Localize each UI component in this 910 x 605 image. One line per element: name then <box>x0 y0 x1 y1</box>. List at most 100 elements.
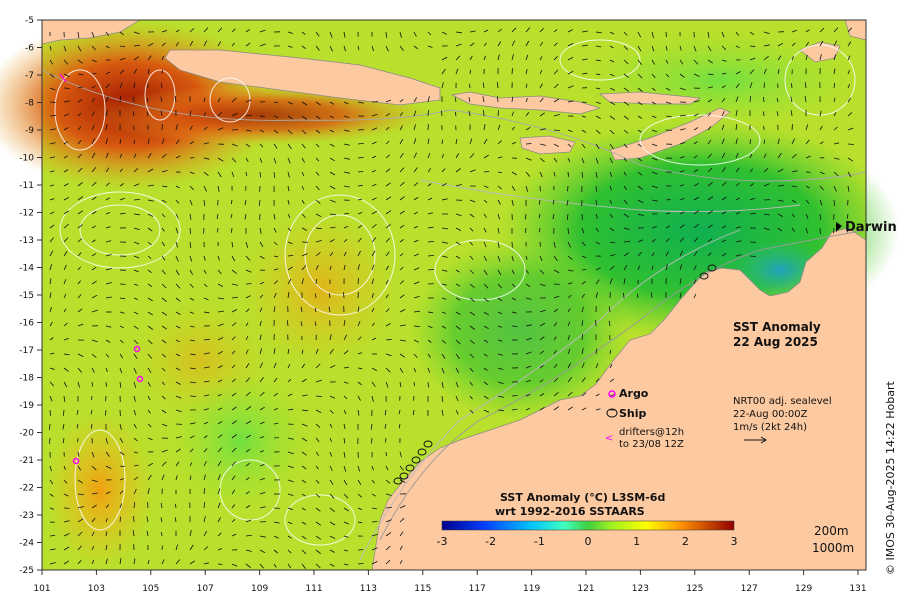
current-vector <box>217 393 222 397</box>
colorbar-tick-label: -3 <box>437 535 448 548</box>
current-vector <box>174 96 177 103</box>
current-vector <box>469 30 476 33</box>
current-vector <box>77 294 82 299</box>
current-vector <box>63 338 69 341</box>
current-vector <box>343 521 349 525</box>
lat-tick-label: -15 <box>19 291 34 301</box>
current-vector <box>482 82 485 89</box>
current-vector <box>63 520 70 523</box>
green-anomaly-west <box>170 370 310 510</box>
current-vector <box>399 381 402 388</box>
current-vector <box>105 296 112 299</box>
current-vector <box>427 339 432 343</box>
colorbar-tick-label: -2 <box>485 535 496 548</box>
isobath-contours <box>41 69 867 561</box>
current-vector <box>790 110 793 117</box>
current-vector <box>819 199 823 206</box>
current-vector <box>49 224 55 229</box>
current-vector <box>91 167 97 173</box>
current-vector <box>525 269 530 274</box>
current-vector <box>651 199 658 202</box>
current-vector <box>777 153 782 159</box>
current-vector <box>679 87 686 91</box>
current-vector <box>287 408 294 411</box>
current-vector <box>749 183 755 187</box>
current-vector <box>273 280 278 285</box>
current-vector <box>63 279 67 285</box>
current-vector <box>287 349 290 355</box>
current-vector <box>581 407 587 411</box>
current-vector <box>385 154 390 159</box>
current-vector <box>595 101 601 104</box>
current-vector <box>637 73 643 79</box>
current-vector <box>357 198 363 201</box>
lon-tick-label: 101 <box>33 584 50 594</box>
current-vector <box>259 143 264 148</box>
current-vector <box>385 168 391 173</box>
current-vector <box>371 278 374 285</box>
current-vector <box>427 381 429 388</box>
current-vector <box>105 381 107 387</box>
current-vector <box>804 82 807 89</box>
current-vector <box>385 223 391 229</box>
current-vector <box>314 307 317 313</box>
current-vector <box>567 348 571 355</box>
current-vector <box>91 381 94 387</box>
current-vector <box>707 31 710 38</box>
current-vector <box>259 307 263 313</box>
current-vector <box>77 381 80 388</box>
current-vector <box>343 437 346 444</box>
lat-tick-label: -20 <box>19 429 34 439</box>
current-vector <box>203 435 208 439</box>
current-vector <box>371 322 375 327</box>
current-vector <box>315 264 319 271</box>
current-vector <box>343 143 350 146</box>
current-vector <box>595 59 601 62</box>
current-vector <box>623 115 629 120</box>
current-vector <box>469 55 473 61</box>
current-vector <box>287 185 290 192</box>
current-vector <box>245 549 252 552</box>
current-vector <box>385 196 392 201</box>
current-vector <box>553 98 560 103</box>
current-vector <box>203 142 209 145</box>
current-vector <box>133 476 139 481</box>
sealevel-contours <box>54 39 856 546</box>
current-vector <box>77 86 84 89</box>
current-vector <box>287 563 292 569</box>
current-vector <box>371 521 378 523</box>
current-vector <box>133 451 139 454</box>
current-vector <box>427 45 433 48</box>
current-vector <box>595 378 600 383</box>
current-vector <box>525 351 532 355</box>
current-vector <box>385 45 389 52</box>
current-vector <box>637 31 642 38</box>
anomaly-title: SST Anomaly <box>733 320 821 334</box>
current-vector <box>133 558 136 565</box>
current-vector <box>203 394 210 397</box>
current-vector <box>77 167 83 173</box>
current-vector <box>707 73 714 76</box>
current-vector <box>189 530 192 537</box>
current-vector <box>651 226 657 229</box>
current-vector <box>133 395 136 402</box>
current-vector <box>49 562 56 565</box>
current-vector <box>707 112 712 117</box>
current-vector <box>161 367 166 372</box>
current-vector <box>385 519 392 523</box>
current-vector <box>245 269 252 273</box>
current-vector <box>413 267 420 271</box>
current-vector <box>63 493 69 497</box>
current-vector <box>385 237 391 243</box>
current-vector <box>133 367 137 374</box>
current-vector <box>133 515 135 523</box>
current-vector <box>301 423 308 427</box>
current-vector <box>679 184 685 187</box>
current-vector <box>623 278 626 285</box>
current-vector <box>189 462 193 467</box>
current-vector <box>63 210 70 215</box>
warm-anomaly-mid <box>240 210 400 370</box>
current-vector <box>245 477 250 481</box>
current-vector <box>259 406 265 411</box>
current-vector <box>328 293 331 299</box>
